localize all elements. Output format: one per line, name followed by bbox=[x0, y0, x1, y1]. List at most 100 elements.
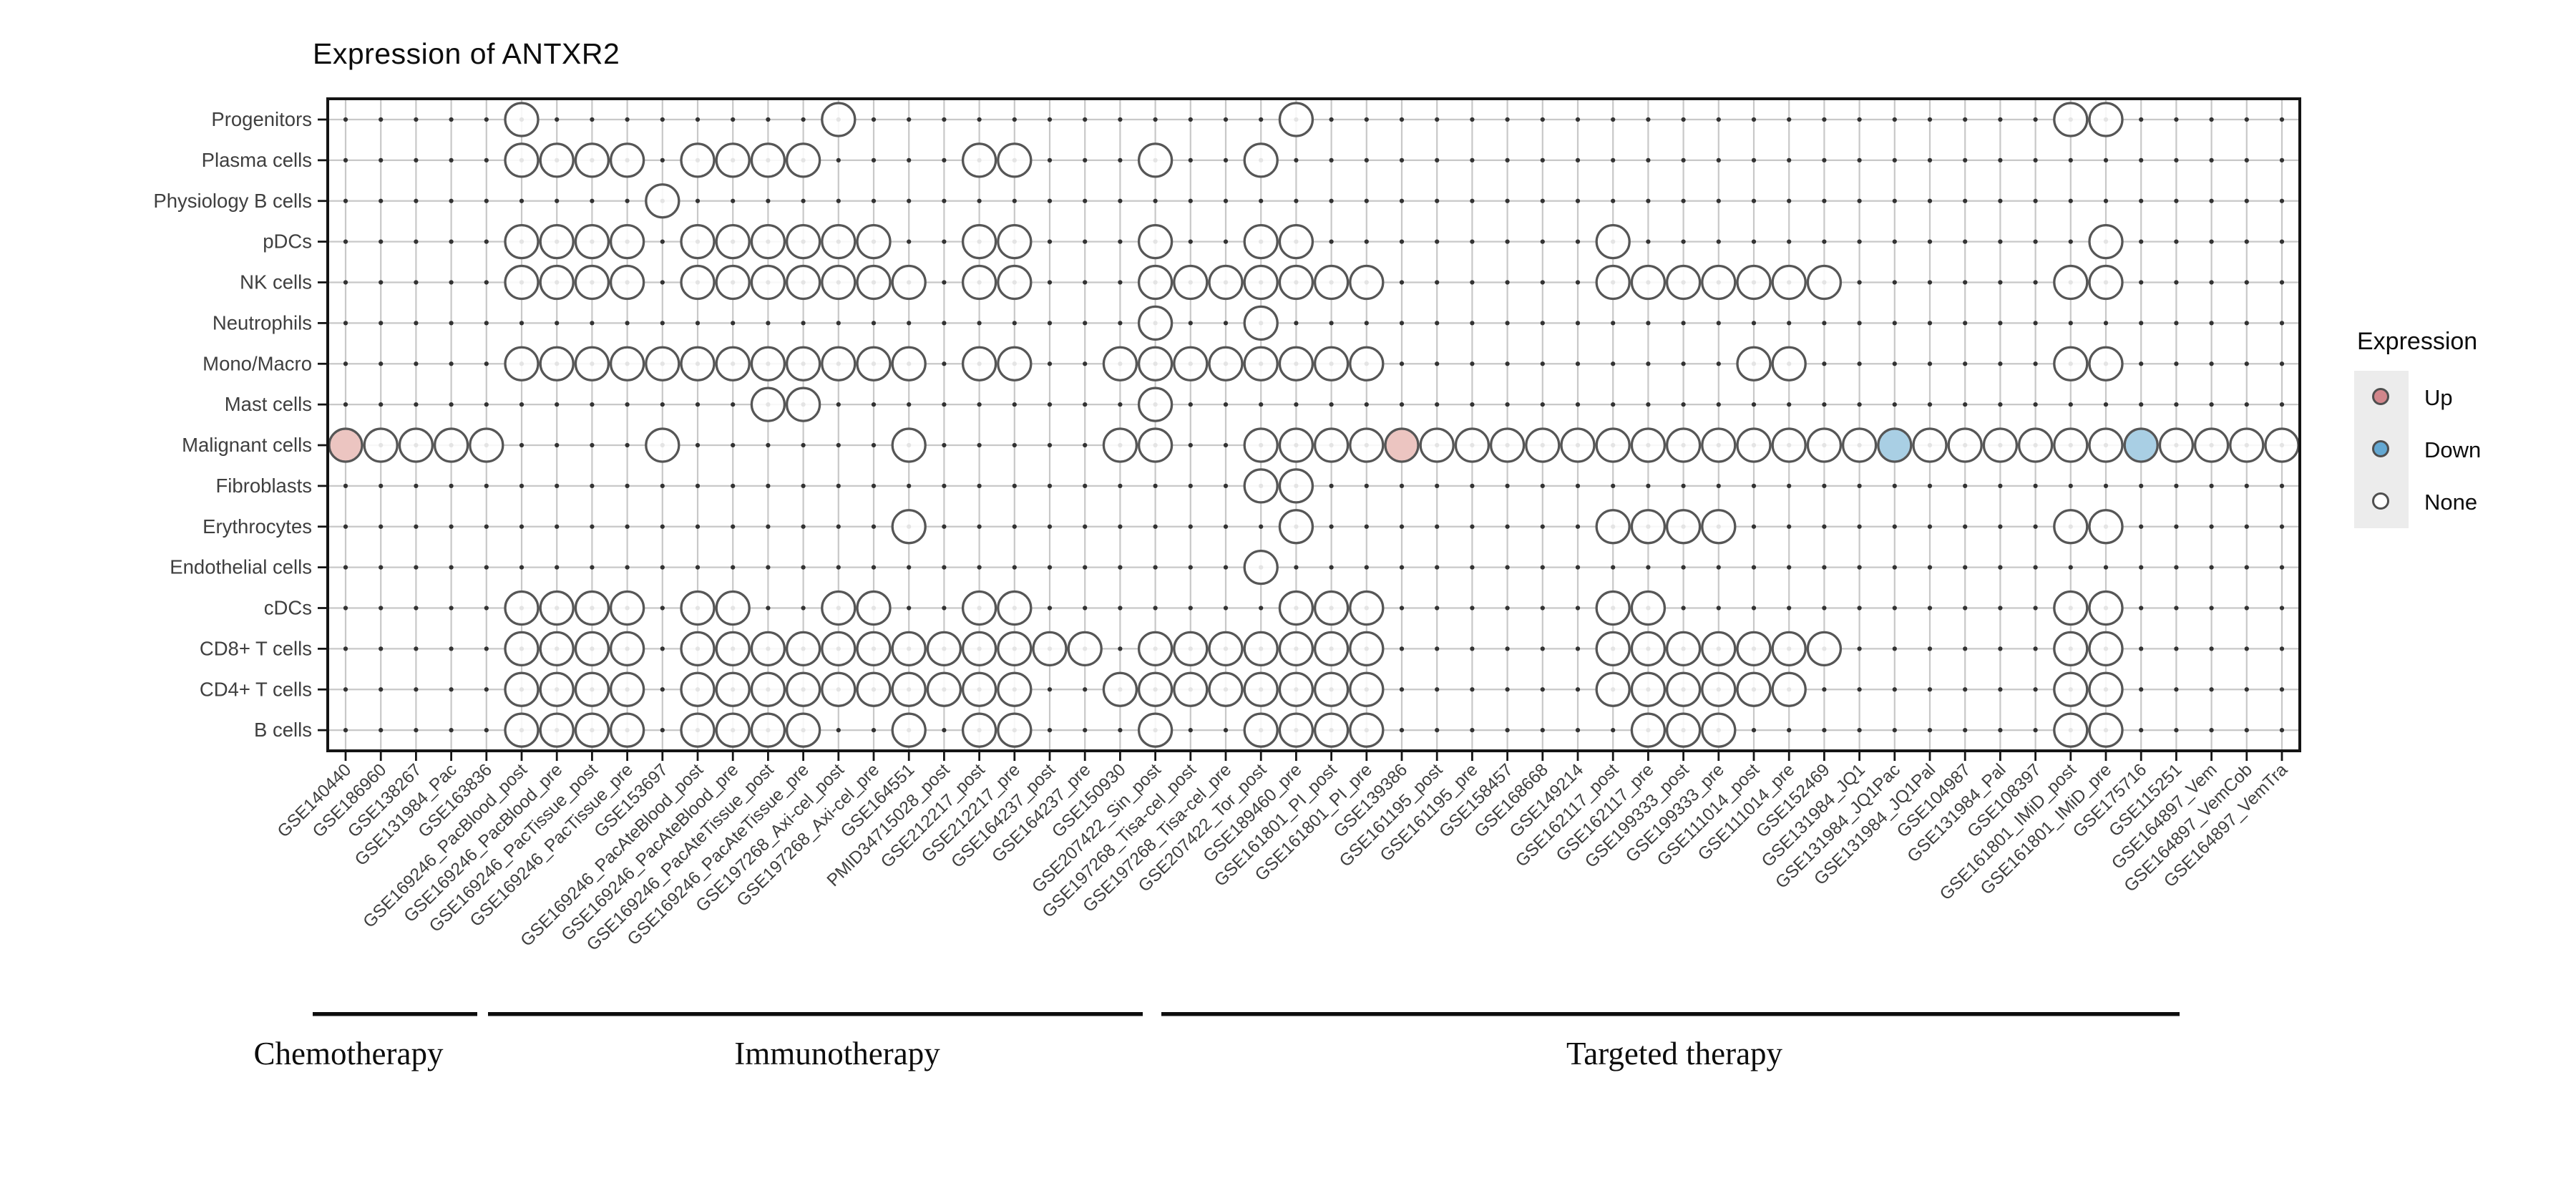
grid-point bbox=[1611, 361, 1616, 366]
grid-point bbox=[907, 483, 912, 488]
grid-point bbox=[1963, 157, 1968, 162]
expression-dot-none bbox=[1701, 631, 1737, 667]
expression-dot-none bbox=[1595, 590, 1631, 626]
grid-point bbox=[379, 157, 384, 162]
grid-point bbox=[1399, 606, 1405, 611]
grid-point bbox=[625, 442, 630, 448]
grid-point bbox=[1399, 483, 1405, 488]
expression-dot-none bbox=[1771, 427, 1807, 463]
expression-dot-none bbox=[2088, 102, 2124, 137]
grid-point bbox=[871, 483, 877, 488]
expression-dot-none bbox=[997, 346, 1033, 381]
grid-point bbox=[1998, 606, 2003, 611]
expression-dot-none bbox=[504, 631, 540, 667]
grid-point bbox=[871, 442, 877, 448]
grid-point bbox=[2033, 687, 2038, 692]
y-axis-label: Physiology B cells bbox=[153, 190, 312, 212]
expression-dot-none bbox=[1771, 671, 1807, 707]
y-axis-label: cDCs bbox=[264, 597, 312, 619]
grid-point bbox=[1505, 280, 1510, 285]
grid-point bbox=[1435, 321, 1440, 326]
expression-dot-none bbox=[539, 264, 575, 301]
grid-point bbox=[2174, 402, 2179, 407]
grid-point bbox=[1892, 157, 1897, 162]
expression-dot-none bbox=[1173, 264, 1209, 301]
grid-point bbox=[942, 321, 947, 326]
expression-dot-none bbox=[645, 183, 680, 219]
grid-point bbox=[1716, 198, 1721, 203]
grid-point bbox=[2139, 646, 2144, 651]
expression-dot-none bbox=[609, 631, 645, 667]
grid-point bbox=[1399, 728, 1405, 733]
grid-point bbox=[1329, 321, 1334, 326]
grid-point bbox=[343, 239, 348, 244]
expression-dot-none bbox=[750, 142, 786, 178]
grid-point bbox=[1787, 157, 1792, 162]
expression-dot-none bbox=[2088, 712, 2124, 748]
expression-dot-up bbox=[328, 427, 364, 463]
expression-dot-none bbox=[1665, 671, 1702, 707]
grid-point bbox=[1540, 483, 1545, 488]
expression-dot-none bbox=[715, 264, 751, 301]
grid-point bbox=[1963, 565, 1968, 570]
expression-dot-none bbox=[891, 427, 927, 463]
expression-dot-none bbox=[961, 712, 997, 748]
grid-point bbox=[484, 321, 489, 326]
grid-point bbox=[1540, 646, 1545, 651]
grid-point bbox=[1857, 157, 1862, 162]
expression-dot-none bbox=[1489, 427, 1526, 463]
grid-point bbox=[1188, 483, 1193, 488]
expression-dot-none bbox=[1313, 427, 1350, 463]
grid-point bbox=[1399, 280, 1405, 285]
grid-point bbox=[660, 239, 665, 244]
grid-point bbox=[343, 157, 348, 162]
expression-dot-none bbox=[785, 712, 821, 748]
grid-point bbox=[836, 524, 841, 529]
expression-dot-none bbox=[504, 590, 540, 626]
expression-dot-none bbox=[785, 387, 821, 422]
grid-point bbox=[1575, 280, 1581, 285]
grid-point bbox=[1927, 402, 1933, 407]
grid-point bbox=[1505, 606, 1510, 611]
expression-dot-none bbox=[504, 712, 540, 748]
grid-point bbox=[2174, 728, 2179, 733]
grid-point bbox=[2174, 524, 2179, 529]
grid-point bbox=[907, 117, 912, 122]
expression-dot-none bbox=[997, 223, 1033, 260]
grid-point bbox=[484, 361, 489, 366]
grid-point bbox=[2174, 483, 2179, 488]
grid-point bbox=[555, 198, 560, 203]
grid-point bbox=[1892, 361, 1897, 366]
expression-dot-none bbox=[1137, 223, 1174, 260]
grid-point bbox=[414, 402, 419, 407]
grid-point bbox=[1435, 239, 1440, 244]
expression-dot-none bbox=[715, 631, 751, 667]
grid-point bbox=[1892, 565, 1897, 570]
grid-point bbox=[1329, 402, 1334, 407]
grid-point bbox=[1083, 728, 1088, 733]
grid-point bbox=[2033, 239, 2038, 244]
grid-point bbox=[766, 442, 771, 448]
expression-dot-none bbox=[1243, 223, 1279, 260]
grid-point bbox=[1857, 524, 1862, 529]
grid-point bbox=[1963, 198, 1968, 203]
grid-point bbox=[343, 483, 348, 488]
grid-point bbox=[1435, 524, 1440, 529]
expression-dot-none bbox=[1701, 671, 1737, 707]
grid-point bbox=[449, 321, 454, 326]
grid-point bbox=[2139, 687, 2144, 692]
grid-point bbox=[1364, 483, 1369, 488]
grid-point bbox=[343, 402, 348, 407]
grid-point bbox=[1294, 157, 1299, 162]
grid-point bbox=[414, 157, 419, 162]
expression-dot-none bbox=[680, 264, 716, 301]
grid-point bbox=[1223, 157, 1229, 162]
grid-point bbox=[1470, 565, 1475, 570]
grid-point bbox=[2279, 565, 2285, 570]
expression-dot-none bbox=[2053, 671, 2089, 707]
grid-point bbox=[942, 442, 947, 448]
grid-point bbox=[871, 157, 877, 162]
expression-dot-none bbox=[2088, 223, 2124, 260]
